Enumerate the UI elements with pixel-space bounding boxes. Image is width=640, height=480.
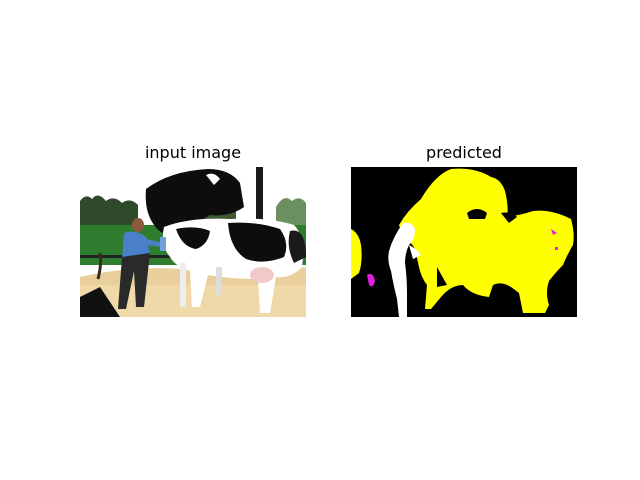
cow-leg-1 xyxy=(180,263,186,307)
segmentation-canvas xyxy=(351,167,577,317)
predicted-title: predicted xyxy=(426,143,502,162)
seg-gap-2 xyxy=(501,212,517,223)
rear-cow-body xyxy=(145,169,244,234)
cow-tail xyxy=(96,252,103,280)
seg-person xyxy=(388,222,415,317)
seg-other-right-2 xyxy=(555,247,558,250)
shadow-left xyxy=(80,287,120,317)
input-photo-canvas xyxy=(80,167,306,317)
seg-other-right-1 xyxy=(551,229,557,235)
rear-cow-marking xyxy=(206,173,220,185)
person-shirt xyxy=(122,231,150,259)
front-cow-rear xyxy=(288,230,306,263)
seg-cow xyxy=(399,168,574,313)
person-arm xyxy=(146,239,164,247)
person-pants xyxy=(118,253,150,309)
fence-post xyxy=(256,167,263,229)
tree-line-left xyxy=(80,195,138,227)
front-cow-spot-1 xyxy=(228,222,287,262)
person-tool xyxy=(160,237,166,251)
seg-person-arm xyxy=(409,245,421,259)
cow-udder xyxy=(250,267,274,283)
person-head xyxy=(132,218,144,232)
predicted-segmentation xyxy=(351,167,577,317)
input-image-title: input image xyxy=(144,143,242,162)
front-cow-spot-2 xyxy=(176,227,210,249)
seg-other-left xyxy=(367,273,375,287)
tree-line-right xyxy=(276,198,306,227)
seg-cow-left-fragment xyxy=(351,229,362,279)
seg-gap-3 xyxy=(437,267,447,287)
seg-gap-1 xyxy=(467,209,487,219)
cow-leg-2 xyxy=(216,267,222,295)
input-image xyxy=(80,167,306,317)
